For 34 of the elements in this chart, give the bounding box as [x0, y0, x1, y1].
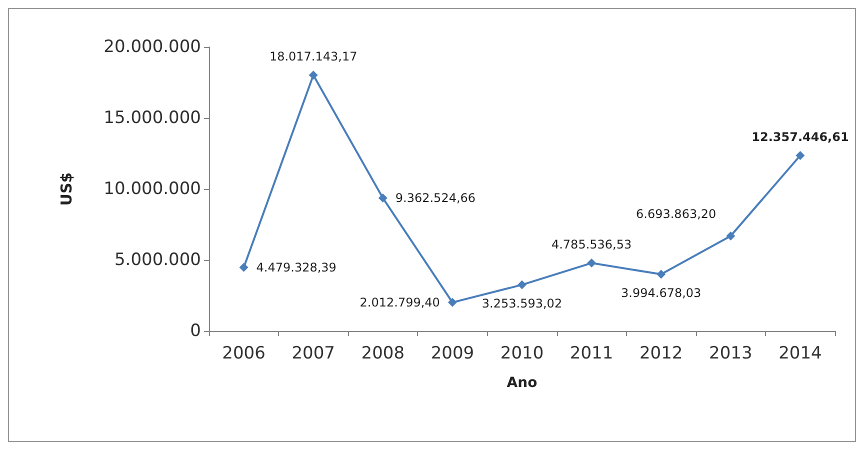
- x-tick-label: 2008: [361, 344, 405, 364]
- y-axis-title: US$: [58, 172, 76, 206]
- y-tick-label: 20.000.000: [104, 37, 201, 57]
- data-label: 3.994.678,03: [621, 286, 702, 300]
- point: [726, 231, 736, 240]
- point: [796, 151, 805, 160]
- data-label: 2.012.799,40: [360, 295, 440, 310]
- point: [239, 262, 248, 272]
- x-tick-label: 2007: [292, 344, 335, 364]
- data-label: 4.479.328,39: [256, 260, 336, 274]
- x-tick-label: 2013: [709, 344, 752, 364]
- x-tick-label: 2010: [500, 344, 544, 364]
- data-label: 9.362.524,66: [395, 191, 476, 206]
- x-tick-label: 2011: [570, 344, 614, 364]
- x-tick-label: 2014: [778, 344, 822, 364]
- point: [448, 298, 457, 307]
- point: [656, 270, 666, 279]
- y-tick-label: 15.000.000: [104, 108, 201, 128]
- x-tick-label: 2012: [639, 344, 683, 364]
- point: [587, 258, 596, 268]
- y-tick-label: 10.000.000: [104, 179, 201, 199]
- point: [308, 70, 318, 80]
- data-label: 12.357.446,61: [752, 130, 849, 144]
- x-tick-label: 2006: [222, 344, 266, 364]
- data-label: 4.785.536,53: [551, 238, 632, 252]
- point: [518, 280, 526, 290]
- y-tick-label: 5.000.000: [114, 250, 201, 270]
- point: [378, 194, 388, 203]
- x-axis-title: Ano: [506, 375, 538, 391]
- data-label: 3.253.593,02: [482, 296, 562, 310]
- data-label: 18.017.143,17: [269, 50, 358, 64]
- data-label: 6.693.863,20: [636, 206, 716, 221]
- x-tick-label: 2009: [430, 344, 474, 364]
- y-tick-label: 0: [190, 321, 201, 341]
